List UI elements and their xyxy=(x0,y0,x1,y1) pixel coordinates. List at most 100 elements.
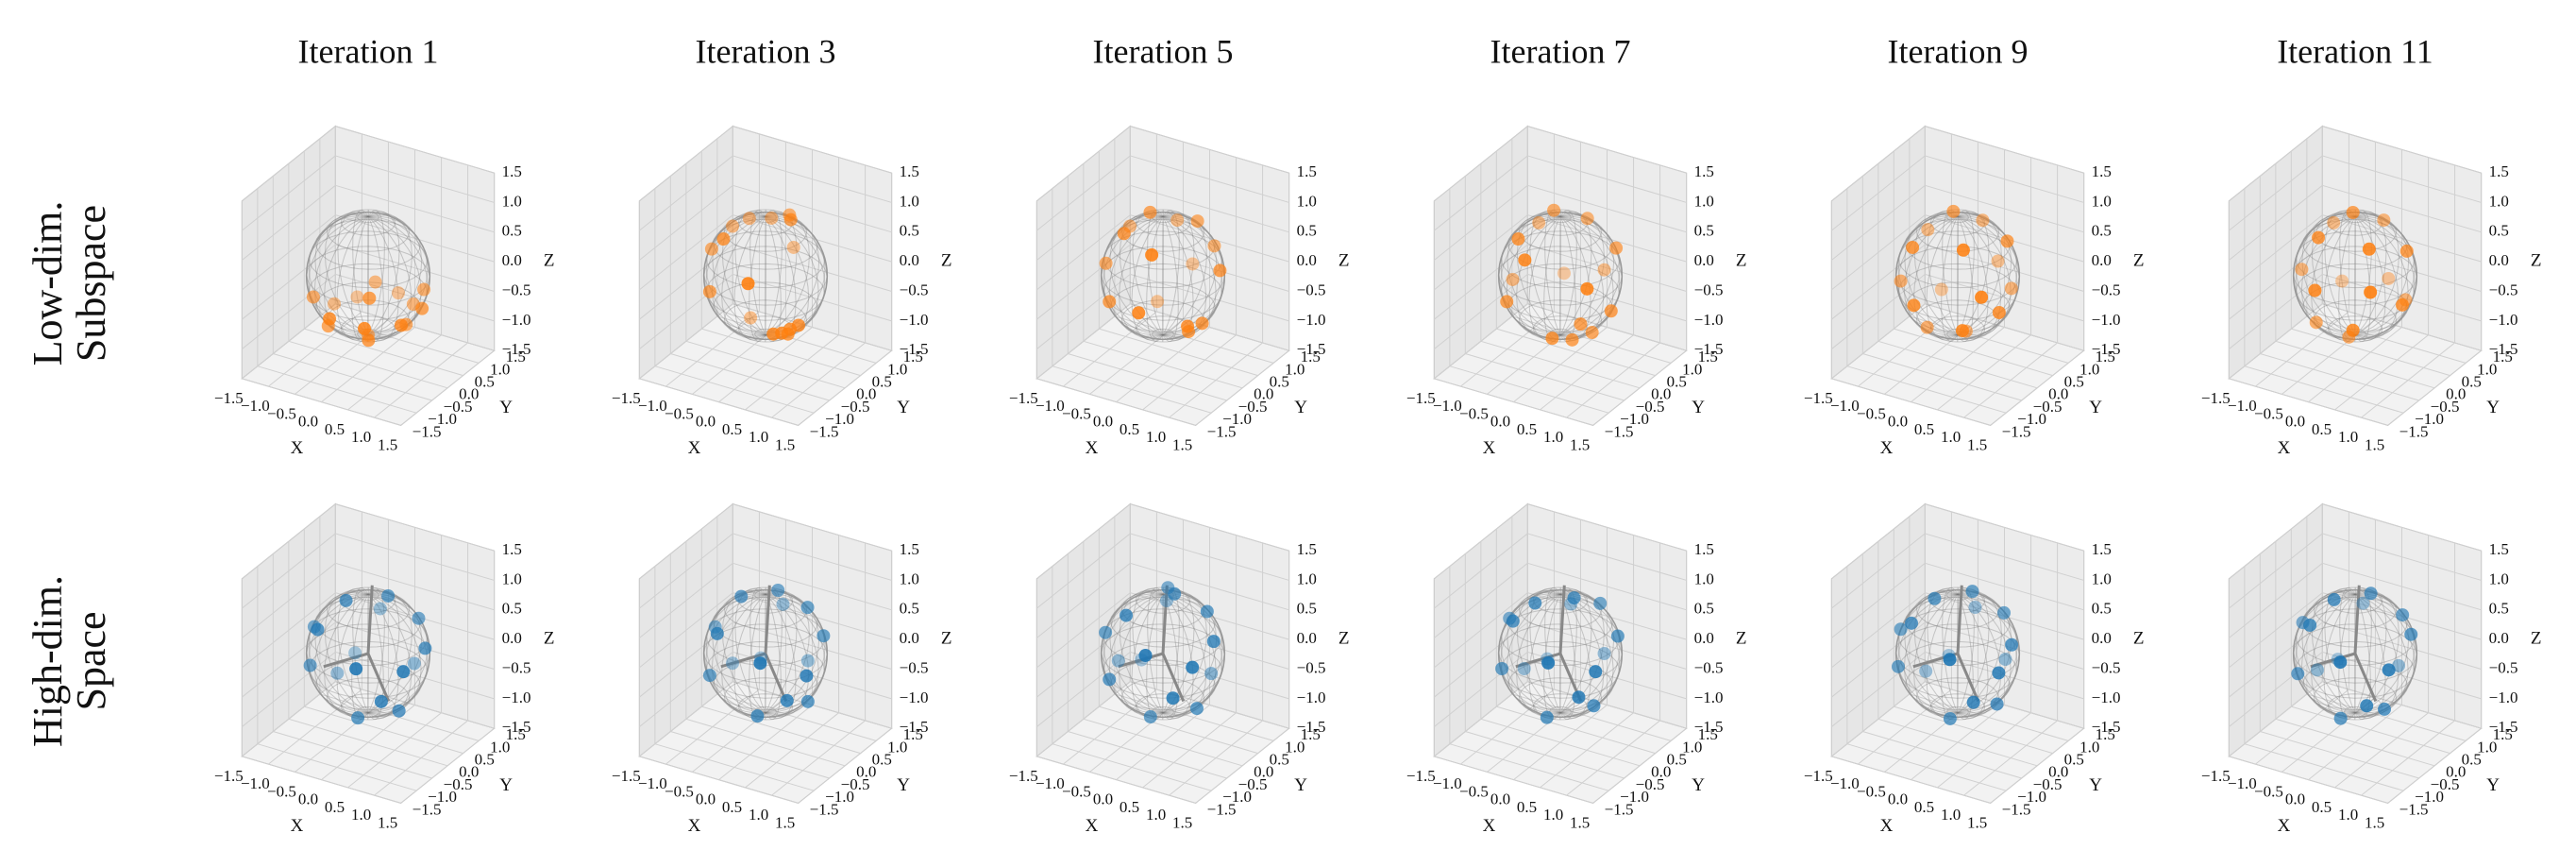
grid-line xyxy=(1527,126,1687,174)
grid-line xyxy=(1527,303,1687,351)
y-axis-label: Y xyxy=(499,398,513,417)
x-tick-label: 1.5 xyxy=(775,435,795,453)
z-tick-label: 1.5 xyxy=(502,162,522,180)
x-tick-label: 1.5 xyxy=(1967,813,1987,831)
row-label-line: Space xyxy=(68,611,114,710)
grid-line xyxy=(242,533,336,609)
row-label: Low-dim.Subspace xyxy=(25,201,114,366)
longitude-line xyxy=(324,212,412,340)
latitude-line xyxy=(2293,246,2417,306)
point xyxy=(702,669,716,683)
grid-line xyxy=(1990,349,2084,426)
z-tick-label: −0.5 xyxy=(900,658,929,676)
tripod-line xyxy=(323,652,369,669)
y-tick-label: 1.5 xyxy=(506,348,526,366)
latitude-line xyxy=(1915,589,2000,630)
point xyxy=(776,597,790,611)
grid-line xyxy=(2322,303,2482,351)
sphere-outline xyxy=(702,588,829,719)
z-tick-label: −1.0 xyxy=(1694,688,1724,706)
z-axis-label: Z xyxy=(1339,251,1350,271)
y-tick-label: −1.5 xyxy=(2399,422,2429,440)
point xyxy=(1186,660,1200,674)
point xyxy=(1894,274,1908,288)
x-tick-label: 0.0 xyxy=(696,413,716,431)
point xyxy=(303,658,317,672)
x-axis-label: X xyxy=(291,438,304,458)
latitude-line xyxy=(1895,246,2020,306)
z-tick-label: 1.5 xyxy=(900,162,919,180)
point xyxy=(1585,326,1599,340)
column-title: Iteration 1 xyxy=(298,32,439,70)
panel: −1.5−1.5−1.5−1.0−1.0−1.0−0.5 −0.5−0.50.00… xyxy=(214,502,554,836)
z-tick-label: 0.0 xyxy=(2489,251,2509,269)
point xyxy=(2004,281,2018,296)
point xyxy=(2005,638,2019,652)
x-tick-label: 0.5 xyxy=(2312,420,2332,438)
tripod-line xyxy=(2353,585,2361,654)
z-tick-label: 1.0 xyxy=(2489,192,2509,210)
point xyxy=(1597,647,1611,660)
latitude-line xyxy=(1103,263,1223,321)
point xyxy=(1992,305,2006,319)
point xyxy=(418,641,432,655)
x-tick-label: 0.0 xyxy=(1888,790,1908,808)
grid-line xyxy=(335,303,495,351)
y-tick-label: −0.5 xyxy=(1636,398,1665,416)
grid-line xyxy=(1130,533,1289,581)
point xyxy=(1500,295,1514,309)
z-tick-label: 0.5 xyxy=(1297,600,1317,618)
x-axis-label: X xyxy=(1086,438,1099,458)
point xyxy=(1593,596,1608,610)
x-tick-label: −0.5 xyxy=(1062,782,1091,800)
grid-line xyxy=(1527,503,1687,552)
x-tick-label: 0.5 xyxy=(325,798,345,816)
longitude-line xyxy=(1119,590,1207,717)
point xyxy=(1103,672,1117,687)
z-tick-label: −1.5 xyxy=(2092,718,2121,736)
latitude-line xyxy=(1929,693,1986,721)
point xyxy=(1894,622,1908,637)
longitude-line xyxy=(352,210,384,342)
point xyxy=(1545,332,1559,346)
point xyxy=(817,629,831,643)
point xyxy=(2312,230,2326,245)
y-tick-label: 1.0 xyxy=(887,360,907,378)
x-tick-label: 1.5 xyxy=(2365,435,2384,453)
longitude-line xyxy=(1529,211,1591,341)
y-tick-label: −1.5 xyxy=(1207,422,1237,440)
tripod-line xyxy=(1118,652,1164,669)
y-tick-label: −0.5 xyxy=(1636,775,1665,793)
point xyxy=(1120,608,1134,622)
point xyxy=(362,291,377,305)
z-tick-label: 1.5 xyxy=(502,540,522,558)
longitude-line xyxy=(1913,590,2002,717)
point xyxy=(396,665,411,679)
y-tick-label: 0.5 xyxy=(872,751,892,769)
grid-line xyxy=(1130,681,1289,729)
grid-line xyxy=(639,533,733,609)
grid-line xyxy=(1990,727,2084,804)
x-tick-label: −1.0 xyxy=(638,774,667,792)
longitude-line xyxy=(1913,212,2002,340)
x-tick-label: −1.5 xyxy=(1009,767,1038,785)
longitude-line xyxy=(1956,587,1960,720)
point xyxy=(407,656,421,671)
longitude-line xyxy=(749,210,782,342)
y-tick-label: 1.0 xyxy=(2477,738,2497,756)
x-tick-label: 0.5 xyxy=(1914,798,1934,816)
z-tick-label: −1.0 xyxy=(1694,311,1724,329)
y-tick-label: 0.0 xyxy=(2048,385,2068,403)
y-tick-label: −1.0 xyxy=(1222,410,1252,428)
x-tick-label: 1.5 xyxy=(1172,435,1192,453)
y-axis-label: Y xyxy=(1692,775,1705,795)
z-tick-label: 0.5 xyxy=(900,222,919,240)
y-tick-label: −1.5 xyxy=(1207,800,1237,818)
point xyxy=(800,669,814,683)
y-tick-label: −1.0 xyxy=(2017,410,2046,428)
z-tick-label: 0.5 xyxy=(1297,222,1317,240)
point xyxy=(1904,616,1918,630)
point xyxy=(1906,240,1920,254)
z-axis-label: Z xyxy=(1736,629,1747,649)
x-tick-label: 1.0 xyxy=(1543,428,1563,446)
